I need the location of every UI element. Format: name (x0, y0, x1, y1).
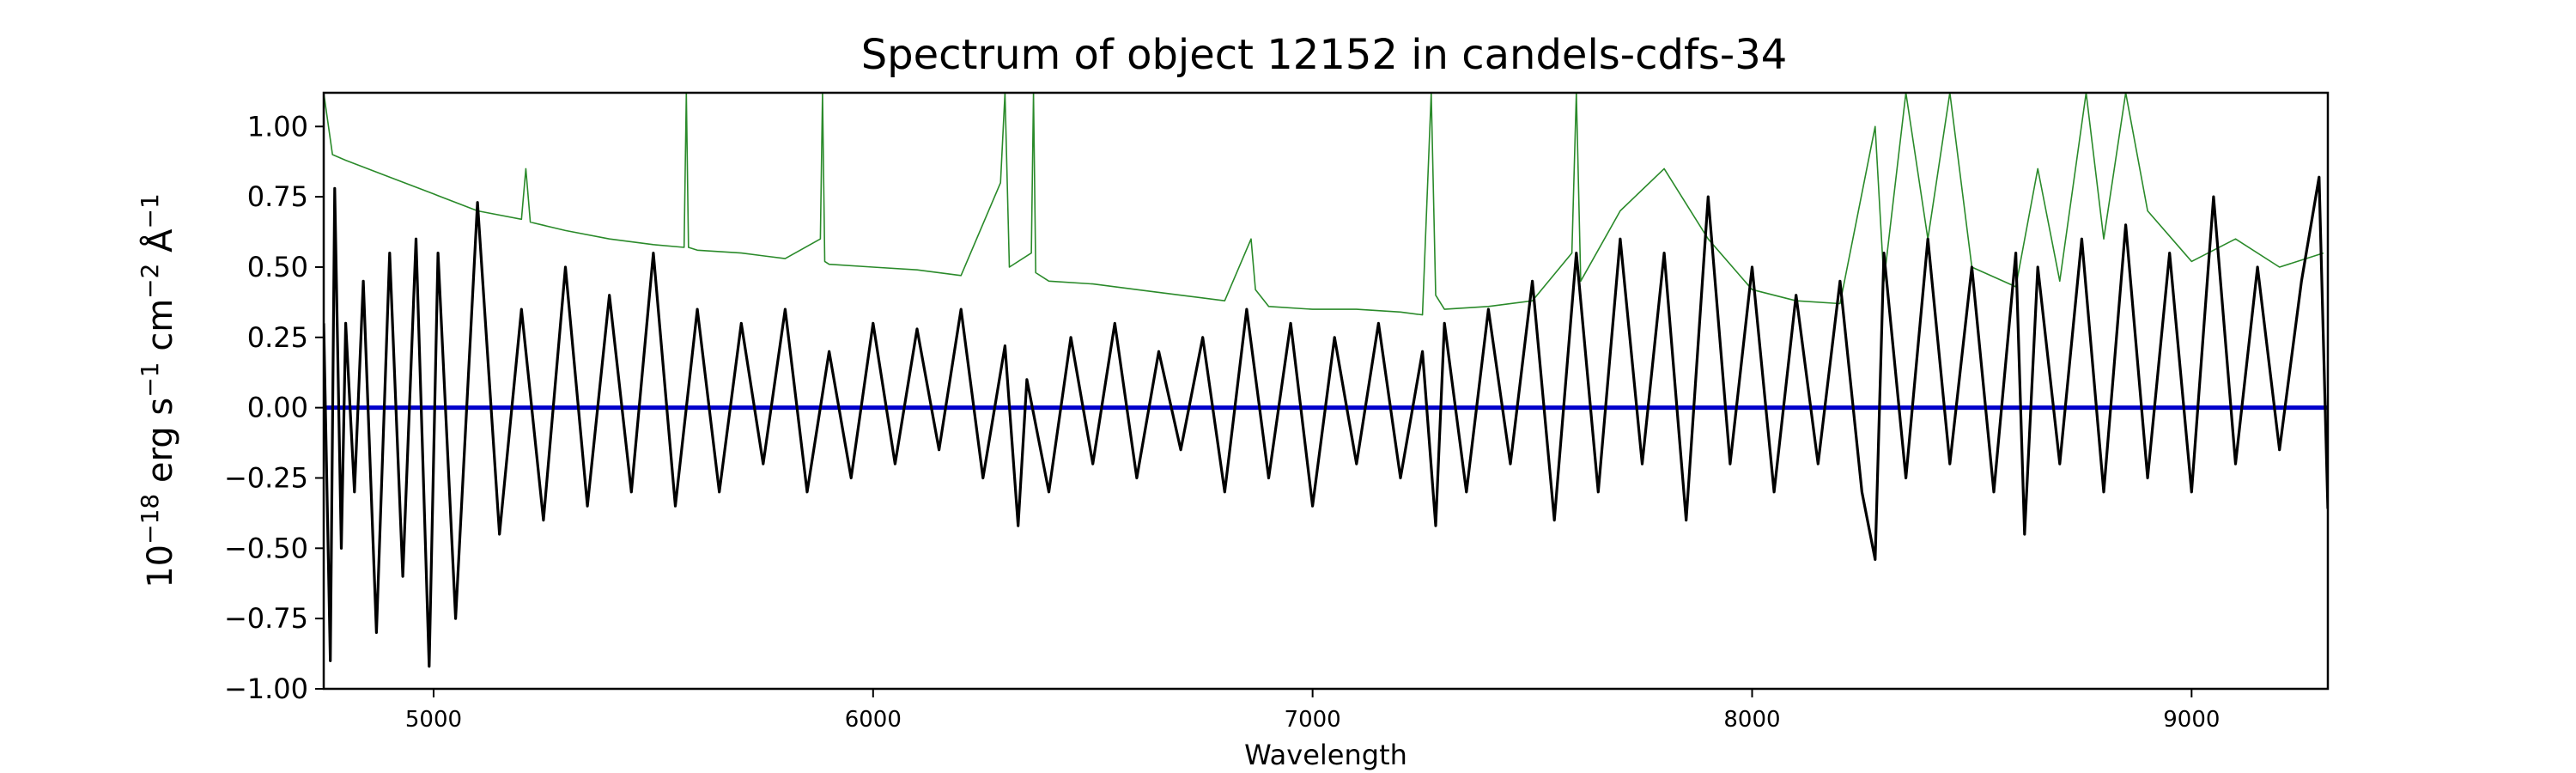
x-axis: 5000 6000 7000 8000 9000 (405, 689, 2220, 733)
x-tick-label: 8000 (1723, 707, 1780, 733)
y-axis-label-part: 10 (141, 545, 180, 588)
chart-title: Spectrum of object 12152 in candels-cdfs… (861, 31, 1788, 79)
y-tick-label: −0.25 (224, 461, 308, 494)
y-tick-label: 0.50 (247, 251, 308, 283)
y-tick-label: −1.00 (224, 673, 308, 705)
y-tick-label: 0.75 (247, 180, 308, 213)
plot-frame (322, 91, 2330, 691)
x-tick-label: 7000 (1285, 707, 1341, 733)
error-series-line (324, 93, 2324, 316)
y-axis-label-part: Å (139, 228, 180, 264)
x-tick-label: 9000 (2163, 707, 2220, 733)
y-axis-label-part: erg s (141, 398, 180, 494)
y-tick-label: 0.25 (247, 321, 308, 354)
y-axis-label-exponent: −1 (136, 193, 164, 228)
y-axis-label-exponent: −1 (136, 362, 164, 398)
y-axis-label: 10−18 erg s−1 cm−2 Å−1 (136, 193, 181, 588)
data-series-line (324, 175, 2328, 668)
y-tick-label: 1.00 (247, 110, 308, 143)
y-axis-label-part: cm (141, 299, 180, 362)
x-tick-label: 5000 (405, 707, 462, 733)
y-axis: −1.00 −0.75 −0.50 −0.25 0.00 0.25 0.50 0.75 1.00 (224, 110, 324, 705)
series-layer (324, 93, 2328, 668)
y-tick-label: 0.00 (247, 392, 308, 424)
y-tick-label: −0.50 (224, 532, 308, 564)
y-axis-label-exponent: −18 (136, 494, 164, 545)
x-tick-label: 6000 (845, 707, 902, 733)
x-axis-label: Wavelength (1244, 739, 1407, 771)
y-tick-label: −0.75 (224, 602, 308, 635)
y-axis-label-exponent: −2 (136, 264, 164, 299)
